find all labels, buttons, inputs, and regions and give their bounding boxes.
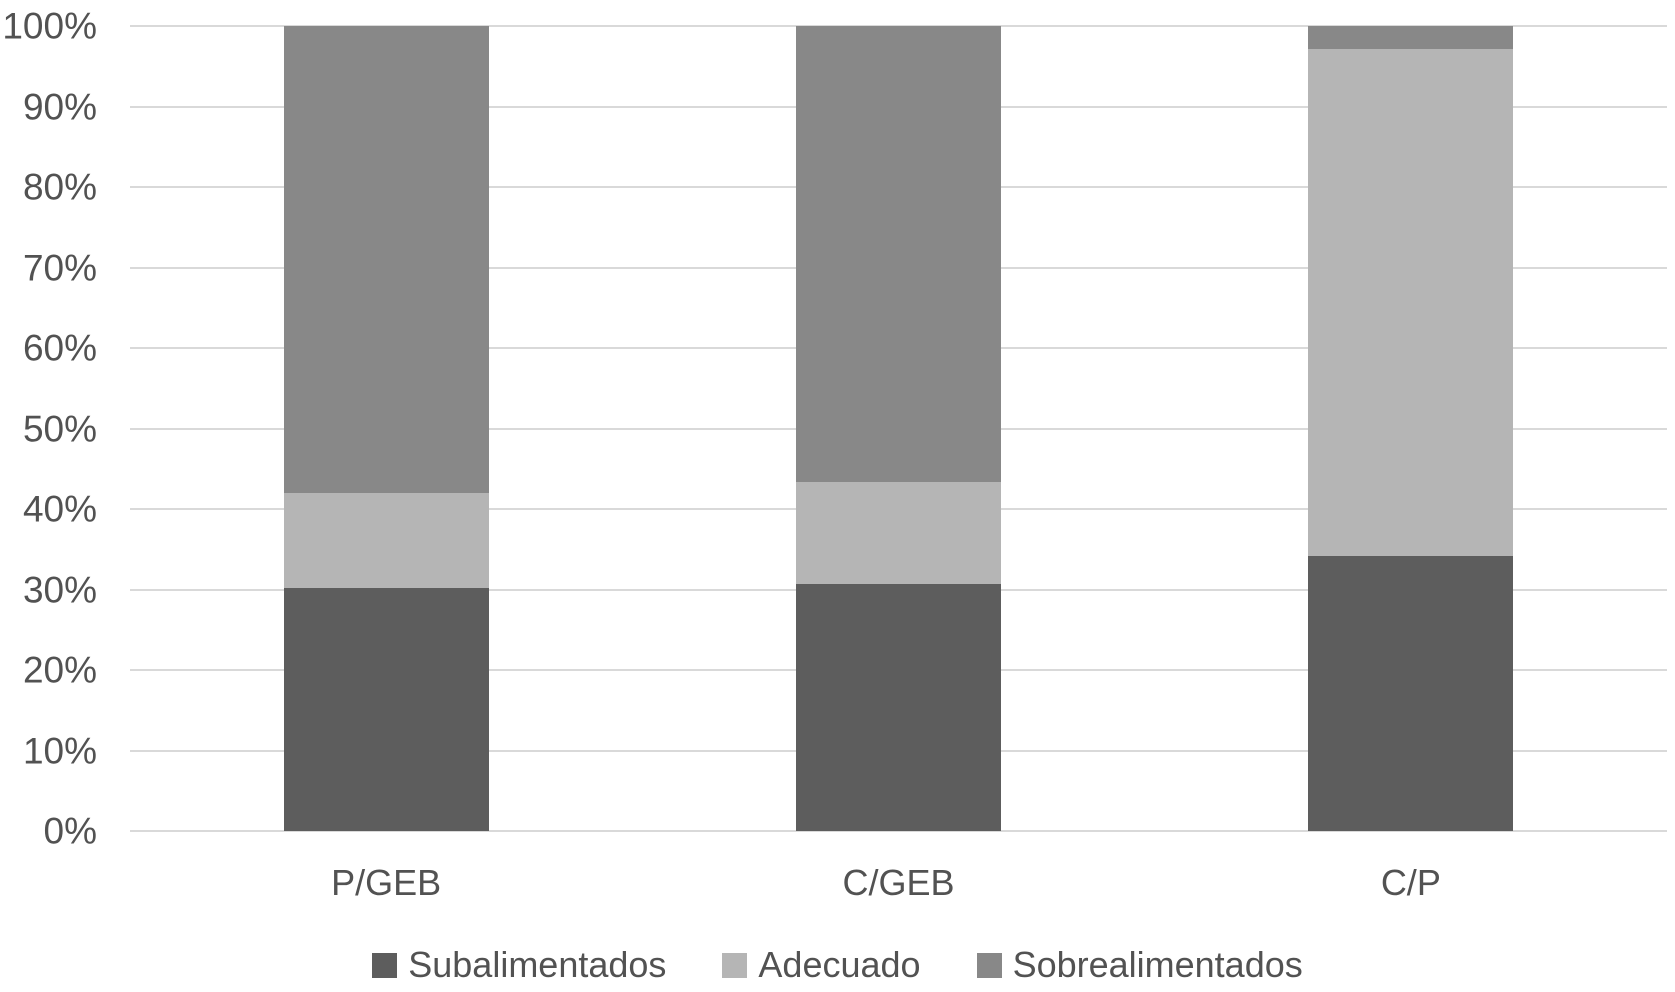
y-tick-label: 30% xyxy=(22,569,97,610)
legend-swatch-icon xyxy=(976,952,1002,978)
y-tick-label: 40% xyxy=(22,488,97,530)
bar-segment-sobrealimentados xyxy=(1308,26,1514,50)
y-tick-label: 60% xyxy=(22,327,97,369)
legend-item-subalimentados: Subalimentados xyxy=(372,944,666,986)
bar-segment-sobrealimentados xyxy=(283,26,489,493)
y-tick-label: 0% xyxy=(43,810,97,852)
bar-segment-adecuado xyxy=(283,492,489,588)
category-slot xyxy=(130,26,642,831)
bars xyxy=(130,26,1667,831)
y-tick-label: 100% xyxy=(2,5,97,47)
y-tick-label: 10% xyxy=(22,730,97,771)
bar-segment-sobrealimentados xyxy=(795,26,1001,482)
x-axis: P/GEB C/GEB C/P xyxy=(130,862,1667,904)
x-tick-label: P/GEB xyxy=(331,862,442,903)
y-tick-label: 50% xyxy=(22,408,97,449)
legend-swatch-icon xyxy=(722,952,748,978)
bar-segment-adecuado xyxy=(1308,49,1514,556)
legend-label: Sobrealimentados xyxy=(1012,944,1303,985)
y-tick-label: 70% xyxy=(22,247,97,288)
y-tick-label: 20% xyxy=(22,649,97,691)
bar-segment-subalimentados xyxy=(1308,555,1514,831)
y-axis: 0% 10% 20% 30% 40% 50% 60% 70% 80% 90% 100% xyxy=(0,0,100,992)
plot-area xyxy=(130,25,1667,832)
y-tick-label: 80% xyxy=(22,166,97,208)
bar-segment-subalimentados xyxy=(795,583,1001,831)
stacked-bar-c-p xyxy=(1308,26,1514,831)
category-slot xyxy=(1155,26,1667,831)
gridline xyxy=(130,25,1667,27)
x-tick-label: C/P xyxy=(1380,862,1441,903)
legend-item-sobrealimentados: Sobrealimentados xyxy=(976,944,1303,986)
category-slot xyxy=(642,26,1154,831)
legend-label: Subalimentados xyxy=(408,944,667,985)
bar-segment-adecuado xyxy=(795,481,1001,584)
legend-label: Adecuado xyxy=(758,944,921,985)
bar-segment-subalimentados xyxy=(283,587,489,831)
stacked-bar-c-geb xyxy=(795,26,1001,831)
legend-item-adecuado: Adecuado xyxy=(722,944,921,986)
x-tick-label: C/GEB xyxy=(842,862,955,903)
y-tick-label: 90% xyxy=(22,86,97,127)
gridline xyxy=(130,830,1667,832)
legend: Subalimentados Adecuado Sobrealimentados xyxy=(0,944,1675,986)
stacked-bar-p-geb xyxy=(283,26,489,831)
legend-swatch-icon xyxy=(372,952,398,978)
